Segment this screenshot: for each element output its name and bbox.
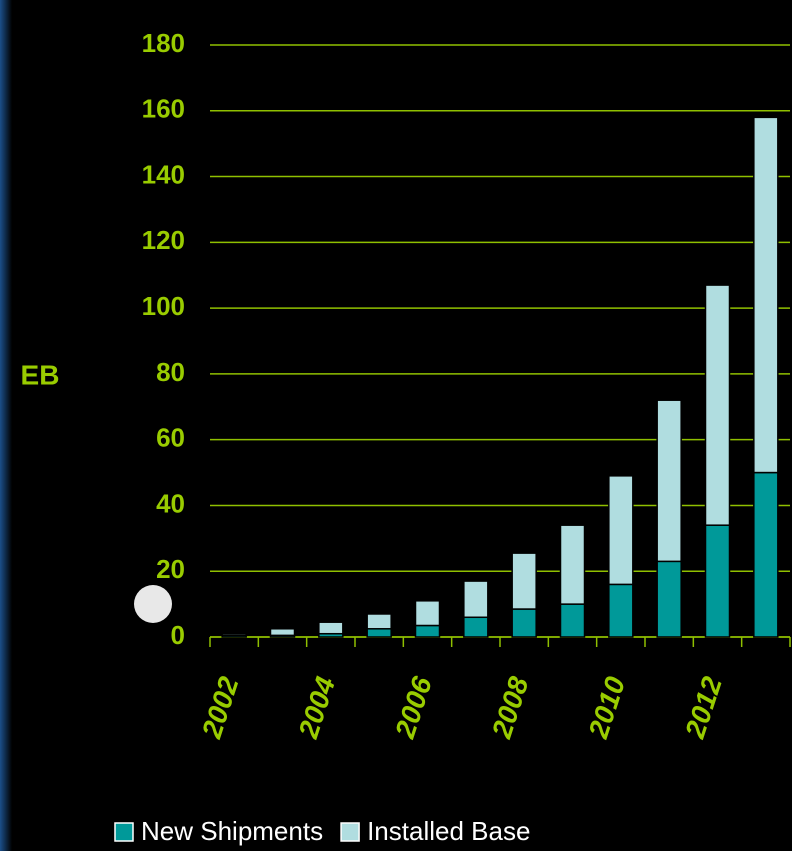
bar-segment (366, 613, 392, 630)
legend-label: New Shipments (141, 816, 323, 846)
bar-segment (221, 632, 247, 637)
legend-label: Installed Base (367, 816, 530, 846)
bar-segment (608, 583, 634, 638)
bar-segment (608, 475, 634, 586)
y-tick-label: 20 (156, 554, 185, 584)
bar-segment (414, 600, 441, 627)
y-tick-label: 160 (142, 94, 185, 124)
bar-segment (511, 552, 537, 610)
bar-segment (463, 616, 489, 638)
legend-swatch (114, 822, 134, 842)
bar-segment (656, 560, 682, 638)
y-tick-label: 80 (156, 357, 185, 387)
bar-segment (511, 608, 537, 638)
y-tick-label: 120 (142, 225, 185, 255)
edge-strip (0, 0, 12, 851)
bar-segment (559, 524, 586, 605)
bar-segment (366, 628, 392, 638)
bar-segment (318, 621, 344, 635)
legend-swatch (340, 822, 360, 842)
bar-segment (559, 603, 586, 638)
bar-segment (269, 628, 296, 637)
y-tick-label: 100 (142, 291, 185, 321)
bar-segment (414, 624, 441, 638)
y-tick-label: 180 (142, 28, 185, 58)
y-tick-label: 140 (142, 159, 185, 189)
bar-segment (704, 524, 731, 638)
bar-segment (704, 284, 731, 526)
y-tick-label: 40 (156, 488, 185, 518)
bar-segment (463, 580, 489, 619)
golf-ball (134, 585, 172, 623)
y-tick-label: 0 (171, 620, 185, 650)
y-tick-label: 60 (156, 423, 185, 453)
bar-segment (656, 399, 682, 563)
y-axis-label: EB (21, 359, 60, 390)
bar-segment (753, 116, 779, 474)
bar-segment (753, 471, 779, 638)
